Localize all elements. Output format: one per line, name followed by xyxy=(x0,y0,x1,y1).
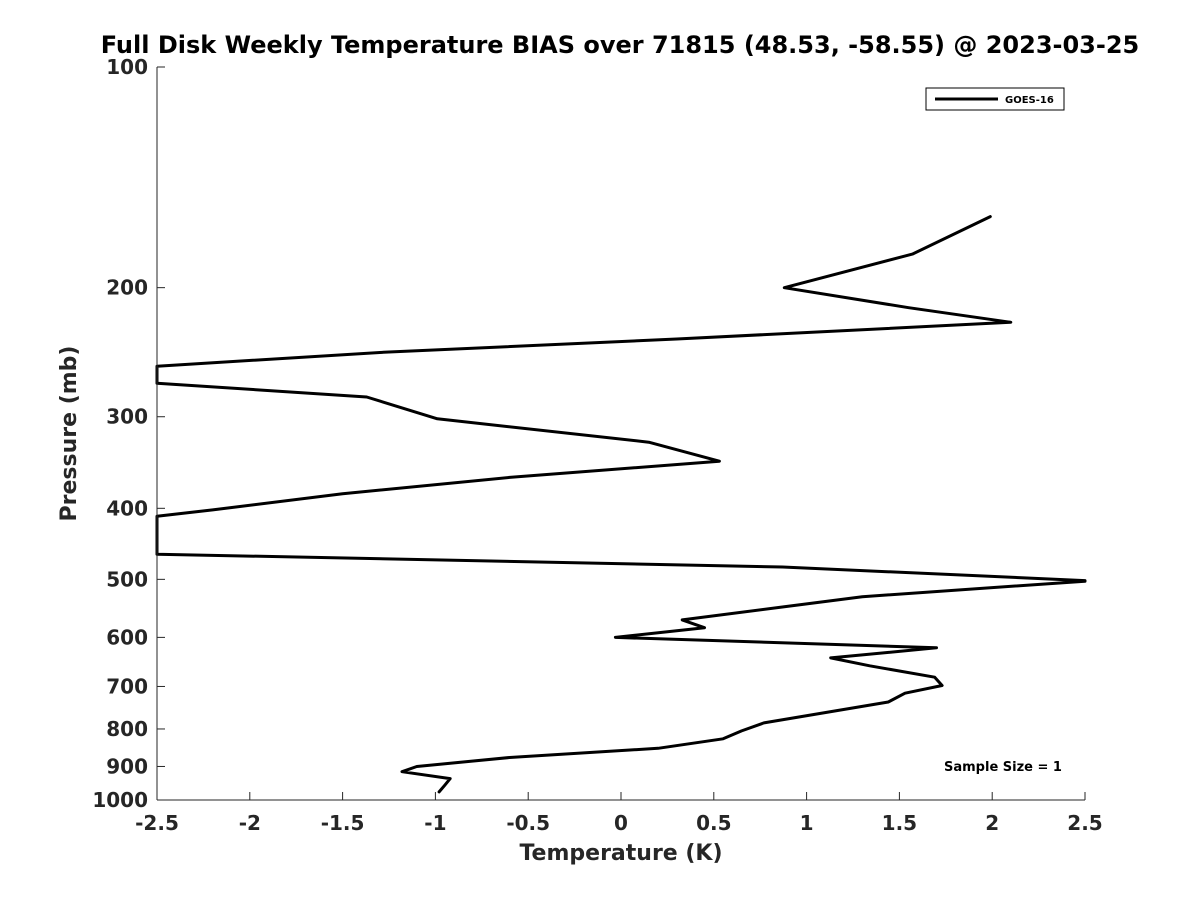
x-tick-label: -2.5 xyxy=(135,811,179,835)
y-tick-label: 200 xyxy=(106,276,148,300)
y-tick-label: 500 xyxy=(106,567,148,591)
x-tick-label: -2 xyxy=(239,811,261,835)
x-tick-label: 0 xyxy=(614,811,628,835)
y-tick-label: 900 xyxy=(106,754,148,778)
legend-label: GOES-16 xyxy=(1005,95,1054,106)
y-tick-label: 300 xyxy=(106,405,148,429)
plot-area xyxy=(157,67,1085,800)
y-tick-label: 1000 xyxy=(92,788,148,812)
x-tick-label: 1.5 xyxy=(882,811,917,835)
y-tick-label: 400 xyxy=(106,496,148,520)
legend: GOES-16 xyxy=(925,87,1065,111)
y-tick-label: 100 xyxy=(106,55,148,79)
x-tick-label: 2 xyxy=(985,811,999,835)
sample-size-annotation: Sample Size = 1 xyxy=(944,760,1062,775)
y-tick-label: 700 xyxy=(106,674,148,698)
chart-title: Full Disk Weekly Temperature BIAS over 7… xyxy=(101,31,1140,59)
y-tick-label: 800 xyxy=(106,717,148,741)
x-axis-label: Temperature (K) xyxy=(519,841,722,866)
x-tick-label: 1 xyxy=(800,811,814,835)
y-axis-label: Pressure (mb) xyxy=(57,346,82,522)
y-tick-label: 600 xyxy=(106,625,148,649)
x-tick-label: -0.5 xyxy=(506,811,550,835)
x-tick-label: -1 xyxy=(424,811,446,835)
x-tick-label: 2.5 xyxy=(1067,811,1102,835)
x-tick-label: -1.5 xyxy=(321,811,365,835)
x-tick-label: 0.5 xyxy=(696,811,731,835)
tick-layer: -2.5 -2 -1.5 -1 -0.5 0 0.5 1 1.5 2 2.5 100 200 300 400… xyxy=(92,55,1102,835)
